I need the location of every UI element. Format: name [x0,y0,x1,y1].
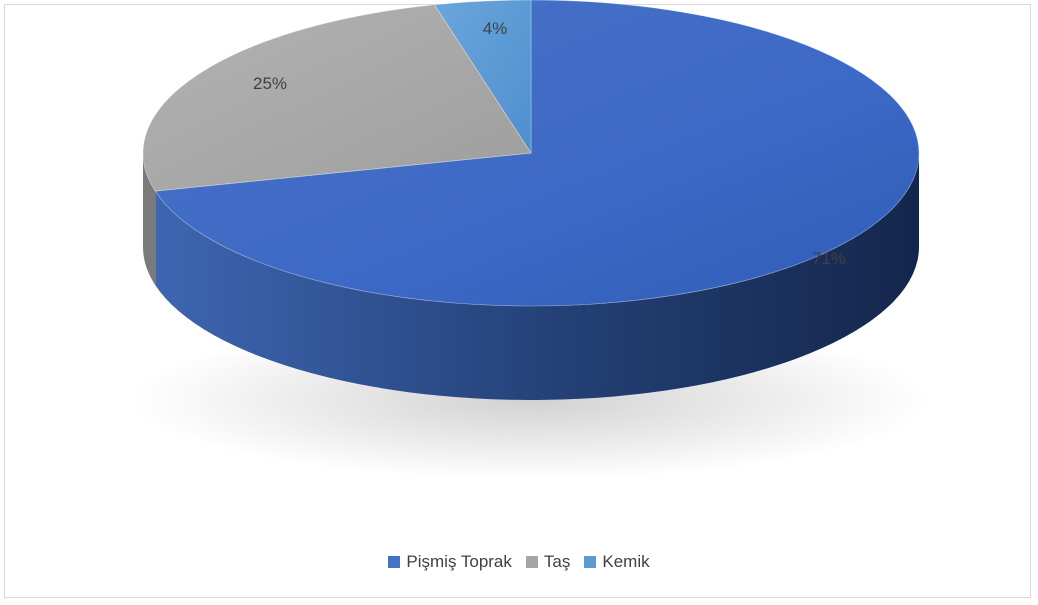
pie-side-0 [155,153,920,401]
legend-item-1: Taş [525,552,571,572]
legend-swatch-0 [388,556,401,568]
pie-side-1 [143,153,156,286]
legend: Pişmiş Toprak Taş Kemik [0,552,1038,572]
legend-swatch-2 [584,556,597,568]
legend-label-1: Taş [543,552,571,571]
legend-swatch-1 [525,556,538,568]
data-label-2: 4% [483,19,508,38]
data-label-1: 25% [253,74,287,93]
legend-label-0: Pişmiş Toprak [406,552,512,571]
pie-slice-0 [154,0,920,307]
data-label-0: 71% [812,249,846,268]
legend-label-2: Kemik [602,552,650,571]
legend-item-2: Kemik [584,552,650,572]
legend-item-0: Pişmiş Toprak [388,552,512,572]
pie-slice-2 [433,0,532,155]
pie-slice-1 [142,4,532,192]
